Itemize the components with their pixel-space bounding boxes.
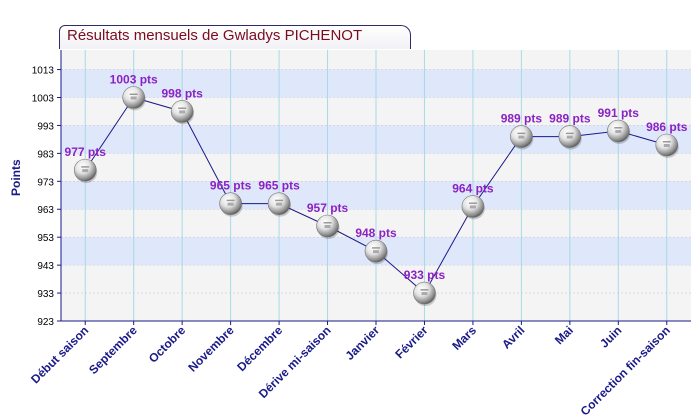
x-tick-label: Début saison <box>28 323 91 386</box>
data-point-mark <box>82 169 89 173</box>
data-point-mark <box>662 140 671 143</box>
data-label: 986 pts <box>646 120 688 134</box>
data-point-mark <box>565 132 574 135</box>
x-tick-label: Correction fin-saison <box>578 323 673 418</box>
y-tick-label: 933 <box>37 289 54 300</box>
x-tick-label: Juin <box>597 323 624 350</box>
data-point-mark <box>615 130 622 134</box>
data-point-mark <box>179 110 186 114</box>
chart-title: Résultats mensuels de Gwladys PICHENOT <box>67 27 363 44</box>
data-label: 965 pts <box>258 179 300 193</box>
x-tick-label: Avril <box>499 323 527 351</box>
data-point-mark <box>178 107 187 109</box>
data-label: 991 pts <box>598 106 640 120</box>
y-tick-label: 983 <box>37 149 54 160</box>
x-tick-label: Mars <box>449 323 479 353</box>
data-point-mark <box>566 135 573 139</box>
data-label: 998 pts <box>161 86 203 100</box>
data-point-mark <box>227 202 234 206</box>
data-label: 965 pts <box>210 179 252 193</box>
data-label: 989 pts <box>549 112 591 126</box>
data-label: 957 pts <box>307 201 349 215</box>
chart-title-tab <box>59 25 411 49</box>
y-tick-label: 943 <box>37 261 54 272</box>
x-tick-label: Novembre <box>185 323 237 375</box>
y-tick-label: 923 <box>37 317 54 328</box>
data-point-mark <box>373 250 379 254</box>
x-tick-label: Décembre <box>234 323 285 374</box>
x-tick-label: Mai <box>552 323 576 347</box>
y-tick-label: 953 <box>37 233 54 244</box>
data-point-mark <box>275 199 284 202</box>
y-tick-label: 1013 <box>32 66 55 77</box>
data-label: 1003 pts <box>110 72 158 86</box>
y-tick-label: 973 <box>37 177 54 188</box>
data-point-mark <box>663 143 670 147</box>
data-point-mark <box>469 205 476 209</box>
data-point-mark <box>81 166 90 168</box>
data-point-mark <box>468 202 477 204</box>
x-tick-label: Octobre <box>146 323 189 366</box>
x-tick-label: Septembre <box>86 323 140 377</box>
data-point-mark <box>130 96 137 100</box>
x-tick-label: Février <box>392 323 430 361</box>
data-point-mark <box>129 93 138 95</box>
data-point-mark <box>323 222 332 224</box>
x-tick-label: Janvier <box>343 323 383 363</box>
data-point-mark <box>517 132 526 135</box>
data-point-mark <box>226 199 235 202</box>
data-point-mark <box>614 127 623 129</box>
y-tick-label: 963 <box>37 205 54 216</box>
data-label: 933 pts <box>404 268 446 282</box>
data-point-mark <box>518 135 525 139</box>
data-point-mark <box>324 225 331 229</box>
y-tick-label: 1003 <box>32 93 55 104</box>
data-point-mark <box>276 202 283 206</box>
data-label: 964 pts <box>452 181 494 195</box>
y-tick-label: 993 <box>37 121 54 132</box>
data-point-mark <box>421 292 428 296</box>
data-label: 989 pts <box>501 112 543 126</box>
data-point-mark <box>420 289 429 291</box>
data-label: 948 pts <box>355 226 397 240</box>
data-point-mark <box>372 247 380 249</box>
data-label: 977 pts <box>65 145 107 159</box>
